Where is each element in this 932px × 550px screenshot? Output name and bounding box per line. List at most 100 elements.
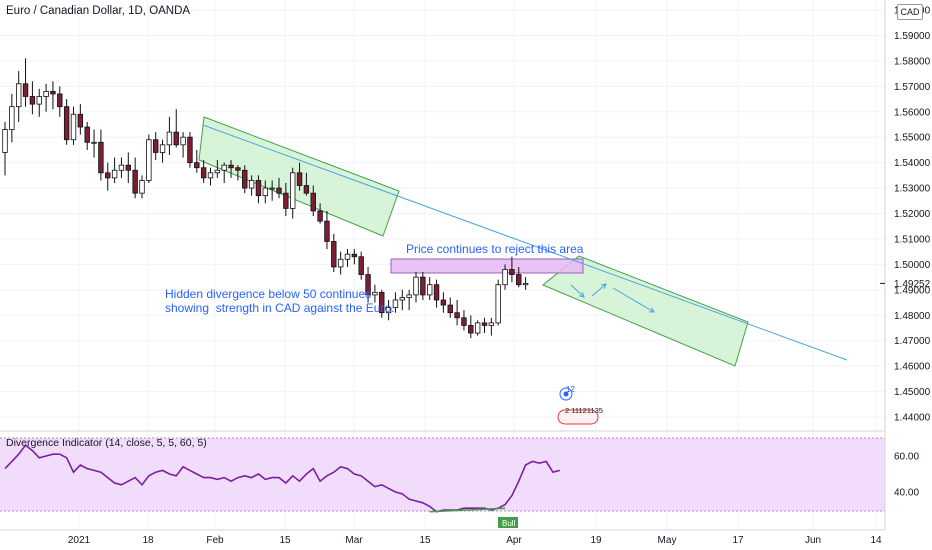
candle-body	[43, 91, 49, 97]
candle-body	[399, 297, 405, 301]
divergence-annotation[interactable]: Hidden divergence below 50 continues sho…	[165, 287, 395, 315]
y-tick-label: 1.55000	[894, 133, 931, 144]
candle-body	[50, 91, 56, 95]
candle-body	[276, 187, 282, 194]
candle-body	[310, 192, 316, 212]
candle-body	[63, 106, 70, 141]
candle-body	[385, 307, 392, 314]
candle-body	[509, 269, 515, 275]
y-tick-label: 1.56000	[894, 107, 931, 118]
candle-body	[84, 126, 90, 143]
candle-body	[488, 322, 495, 326]
candle-body	[22, 83, 29, 97]
candle-body	[77, 113, 84, 128]
y-tick-label: 1.53000	[894, 184, 931, 195]
y-tick-label: 1.59000	[894, 31, 931, 42]
descending-channel-2	[542, 255, 749, 367]
projection-arrow-2-head	[601, 283, 607, 289]
candle-body	[495, 284, 501, 324]
x-tick-label: Jun	[805, 535, 821, 546]
symbol-title[interactable]: Euro / Canadian Dollar, 1D, OANDA	[6, 5, 191, 17]
y-tick-label: 1.50000	[894, 260, 931, 271]
projection-arrow-3-head	[648, 307, 655, 313]
candle-body	[461, 317, 467, 326]
candle-body	[433, 284, 440, 301]
price-annotation[interactable]: Price continues to reject this area	[406, 242, 584, 256]
x-tick-label: Apr	[506, 535, 522, 546]
candle-body	[303, 185, 310, 194]
x-tick-label: 18	[142, 535, 154, 546]
x-tick-label: Feb	[206, 535, 224, 546]
currency-button[interactable]: CAD	[897, 4, 923, 20]
projection-arrow-1-head	[579, 292, 585, 298]
candle-body	[502, 269, 508, 286]
candle-body	[454, 312, 460, 319]
candle-body	[413, 276, 419, 296]
candle-body	[474, 322, 481, 334]
candle-body	[173, 131, 179, 146]
resistance-zone	[390, 258, 584, 274]
y-tick-label: 1.45000	[894, 387, 931, 398]
candle-body	[139, 180, 145, 194]
candle-body	[516, 274, 522, 286]
y-tick-label: 1.52000	[894, 209, 931, 220]
x-tick-label: 17	[732, 535, 744, 546]
candle-body	[426, 284, 433, 296]
candle-body	[392, 299, 399, 309]
last-price-label: 1.49252	[894, 279, 931, 290]
candle-body	[152, 139, 159, 153]
y-tick-label: 1.54000	[894, 158, 931, 169]
indicator-line	[4, 444, 561, 513]
candle-body	[358, 256, 364, 275]
candle-body	[91, 141, 97, 144]
candle-body	[420, 276, 426, 296]
candle-body	[111, 169, 118, 179]
candle-body	[379, 291, 385, 314]
candle-body	[207, 172, 214, 179]
candle-body	[180, 136, 186, 146]
x-tick-label: 15	[419, 535, 431, 546]
indicator-band	[0, 438, 885, 511]
drawings-back	[198, 116, 848, 367]
candle-body	[125, 164, 131, 171]
y-tick-label: 1.47000	[894, 336, 931, 347]
candle-body	[221, 164, 227, 171]
candle-body	[440, 299, 447, 306]
indicator-title[interactable]: Divergence Indicator (14, close, 5, 5, 6…	[6, 437, 207, 449]
x-tick-label: 2021	[68, 535, 91, 546]
candle-body	[70, 113, 77, 141]
y-tick-label: 1.51000	[894, 234, 931, 245]
candle-body	[324, 220, 330, 242]
x-tick-label: Mar	[345, 535, 363, 546]
candle-body	[15, 83, 22, 108]
candle-body	[187, 136, 193, 164]
y-tick-label: 1.49000	[894, 285, 931, 296]
bull-badge-label: Bull	[502, 519, 516, 528]
candle-body	[351, 253, 358, 258]
candle-body	[57, 93, 63, 108]
candle-body	[194, 162, 200, 169]
candle-body	[289, 172, 296, 209]
candle-body	[344, 253, 351, 260]
candle-body	[269, 187, 275, 190]
projection-arrow-3	[612, 287, 655, 313]
y-tick-label: 1.44000	[894, 413, 931, 424]
candle-body	[159, 144, 166, 153]
candle-body	[255, 180, 262, 197]
x-tick-label: 15	[279, 535, 291, 546]
candle-body	[146, 139, 152, 181]
candle-body	[105, 172, 111, 179]
x-tick-label: May	[658, 535, 677, 546]
candle-body	[317, 210, 323, 222]
candle-body	[522, 283, 529, 286]
y-tick-label: 1.46000	[894, 362, 931, 373]
event-badge-counts: 2 11121135	[565, 406, 603, 415]
candle-body	[248, 180, 255, 189]
event-badge-count: 12	[566, 385, 575, 394]
event-badge-group	[557, 409, 599, 425]
candle-body	[214, 169, 221, 174]
candle-body	[29, 96, 36, 105]
indicator-y-tick-label: 60.00	[894, 452, 919, 463]
